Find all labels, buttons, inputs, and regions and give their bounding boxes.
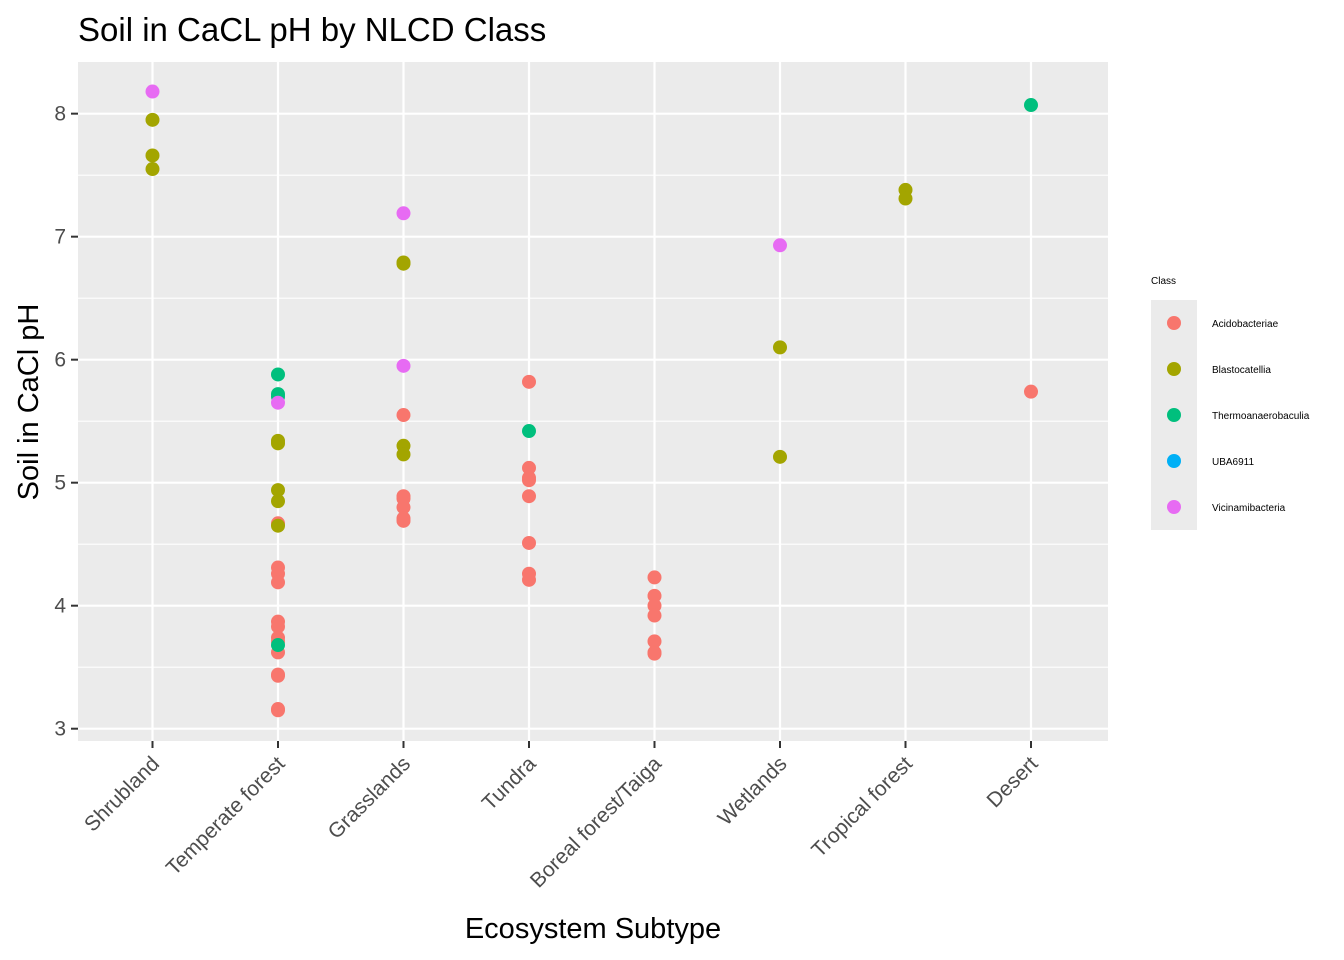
y-tick-label: 8	[54, 103, 66, 126]
data-point	[647, 608, 662, 623]
legend-key-dot	[1167, 316, 1181, 330]
data-point	[522, 572, 536, 587]
data-point	[396, 256, 411, 271]
data-point	[647, 570, 662, 585]
y-tick-label: 5	[54, 472, 66, 495]
data-point	[271, 436, 285, 451]
data-point	[773, 340, 787, 355]
x-tick-label: Boreal forest/Taiga	[526, 752, 666, 892]
plot-panel	[78, 62, 1108, 741]
x-tick-label: Wetlands	[714, 752, 792, 830]
x-tick-label: Tropical forest	[807, 752, 917, 862]
legend-label: UBA6911	[1212, 457, 1255, 468]
data-point	[271, 638, 285, 653]
data-point	[271, 619, 285, 634]
y-tick-label: 3	[54, 718, 66, 741]
data-point	[396, 206, 411, 221]
x-tick-label: Desert	[983, 752, 1043, 812]
data-point	[396, 358, 411, 373]
data-point	[271, 367, 285, 382]
data-point	[522, 460, 536, 475]
data-point	[1024, 98, 1038, 113]
data-point	[145, 162, 160, 177]
chart-title: Soil in CaCL pH by NLCD Class	[78, 11, 546, 48]
data-point	[271, 703, 285, 718]
legend-label: Vicinamibacteria	[1212, 503, 1286, 514]
data-point	[773, 449, 787, 464]
x-tick-label: Tundra	[478, 752, 541, 815]
data-point	[271, 395, 285, 410]
data-points	[145, 84, 1038, 718]
data-point	[145, 84, 160, 99]
data-point	[1024, 384, 1038, 399]
data-point	[271, 518, 285, 533]
minor-grid	[78, 174, 1108, 668]
legend-key-dot	[1167, 362, 1181, 376]
x-tick-label: Temperate forest	[162, 752, 290, 880]
data-point	[522, 473, 536, 488]
data-point	[647, 634, 662, 649]
data-point	[522, 489, 536, 504]
data-point	[647, 646, 662, 661]
legend-label: Acidobacteriae	[1212, 319, 1279, 330]
data-point	[647, 588, 662, 603]
data-point	[396, 408, 411, 423]
data-point	[522, 535, 536, 550]
x-axis-title: Ecosystem Subtype	[465, 913, 721, 945]
legend-label: Thermoanaerobaculia	[1212, 411, 1310, 422]
y-axis-title: Soil in CaCl pH	[13, 304, 45, 501]
data-point	[773, 238, 787, 253]
y-tick-label: 7	[54, 226, 66, 249]
data-point	[145, 148, 160, 163]
x-tick-label: Shrubland	[80, 752, 164, 836]
data-point	[396, 447, 411, 462]
data-point	[271, 575, 285, 590]
data-point	[271, 494, 285, 509]
data-point	[271, 668, 285, 683]
legend-key-dot	[1167, 408, 1181, 422]
legend-label: Blastocatellia	[1212, 365, 1271, 376]
data-point	[898, 191, 913, 206]
x-tick-label: Grasslands	[324, 752, 415, 843]
legend-key-dot	[1167, 500, 1181, 514]
data-point	[271, 483, 285, 498]
y-tick-label: 4	[54, 595, 66, 618]
legend: Class Acidobacteriae Blastocatellia Thermo…	[1151, 276, 1310, 530]
data-point	[145, 112, 160, 127]
data-point	[522, 424, 536, 439]
data-point	[396, 500, 411, 515]
y-tick-label: 6	[54, 349, 66, 372]
data-point	[396, 513, 411, 528]
data-point	[647, 598, 662, 613]
data-point	[522, 374, 536, 389]
y-axis: 3 4 5 6 7 8	[54, 103, 78, 741]
legend-title: Class	[1151, 276, 1176, 287]
legend-key-dot	[1167, 454, 1181, 468]
